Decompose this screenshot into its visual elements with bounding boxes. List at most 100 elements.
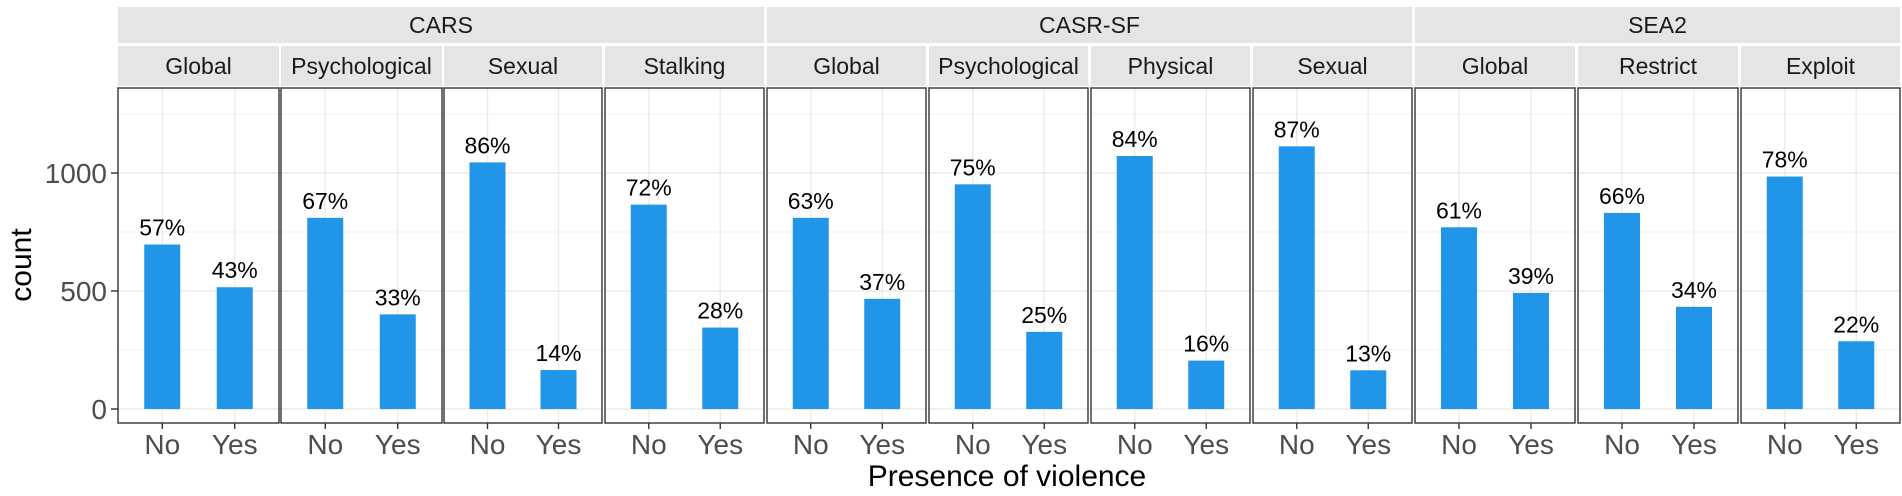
- panel-strip-label: Stalking: [644, 53, 726, 79]
- data-label: 13%: [1345, 340, 1391, 366]
- bar-no: [1116, 156, 1153, 409]
- bar-no: [792, 217, 829, 409]
- x-tick-label: No: [307, 429, 343, 460]
- panel-border: [443, 87, 603, 424]
- data-label: 72%: [626, 175, 672, 201]
- bar-no: [469, 162, 506, 409]
- bar-no: [1604, 212, 1640, 409]
- panel-background: [281, 88, 442, 423]
- panel-strip: [1253, 46, 1412, 86]
- panel-background: [1741, 88, 1900, 423]
- panel-casr-sf-psychological: 75% No 25% Yes: [928, 87, 1089, 460]
- panel-strip-label: Sexual: [488, 53, 558, 79]
- panel-border: [1252, 87, 1413, 424]
- x-tick-label: Yes: [1833, 429, 1879, 460]
- data-label: 63%: [788, 188, 834, 214]
- x-axis-label: Presence of violence: [868, 460, 1147, 493]
- panel-casr-sf-sexual: 87% No 13% Yes: [1252, 87, 1413, 460]
- group-strip-casr-sf: [767, 7, 1412, 43]
- panel-strip-label: Psychological: [291, 53, 432, 79]
- x-tick-label: Yes: [1345, 429, 1391, 460]
- x-tick-label: Yes: [1021, 429, 1067, 460]
- x-tick-label: No: [1767, 429, 1803, 460]
- data-label: 86%: [464, 132, 510, 158]
- bar-yes: [1350, 370, 1387, 409]
- panel-border: [766, 87, 927, 424]
- panel-border: [1090, 87, 1251, 424]
- x-tick-label: Yes: [697, 429, 743, 460]
- x-tick-label: Yes: [1508, 429, 1554, 460]
- panel-strip: [605, 46, 764, 86]
- x-tick-label: No: [1441, 429, 1477, 460]
- panel-strip: [767, 46, 926, 86]
- panels: 57% No 43% Yes 67% No 33% Yes 86% No 14% Yes 72% No 28…: [117, 87, 1901, 460]
- panel-strip-label: Psychological: [938, 53, 1079, 79]
- x-tick-label: No: [955, 429, 991, 460]
- bar-yes: [1513, 292, 1549, 409]
- bar-yes: [1676, 306, 1712, 409]
- data-label: 37%: [859, 269, 905, 295]
- panel-background: [118, 88, 279, 423]
- x-tick-label: No: [144, 429, 180, 460]
- panel-border: [604, 87, 765, 424]
- panel-casr-sf-physical: 84% No 16% Yes: [1090, 87, 1251, 460]
- bar-yes: [379, 314, 416, 409]
- data-label: 25%: [1021, 302, 1067, 328]
- data-label: 22%: [1833, 311, 1879, 337]
- x-tick-label: No: [1117, 429, 1153, 460]
- x-tick-label: No: [1279, 429, 1315, 460]
- bar-no: [1278, 146, 1315, 409]
- x-tick-label: Yes: [375, 429, 421, 460]
- y-axis-label: count: [5, 228, 38, 302]
- group-strip-sea2: [1415, 7, 1900, 43]
- panel-border: [1740, 87, 1901, 424]
- panel-border: [1414, 87, 1576, 424]
- x-tick-label: No: [631, 429, 667, 460]
- x-tick-label: No: [793, 429, 829, 460]
- panel-strip-label: Global: [1462, 53, 1528, 79]
- panel-strip-label: Exploit: [1786, 53, 1856, 79]
- panel-strip: [1415, 46, 1575, 86]
- x-tick-label: No: [470, 429, 506, 460]
- data-label: 39%: [1508, 263, 1554, 289]
- data-label: 33%: [375, 284, 421, 310]
- panel-background: [1415, 88, 1575, 423]
- data-label: 67%: [302, 188, 348, 214]
- bar-no: [1766, 176, 1803, 409]
- y-tick-label: 500: [60, 276, 107, 307]
- bar-yes: [864, 298, 901, 409]
- data-label: 87%: [1274, 116, 1320, 142]
- panel-cars-psychological: 67% No 33% Yes: [280, 87, 443, 460]
- panel-strips: Global Psychological Sexual Stalking Global P…: [118, 46, 1900, 86]
- panel-strip: [118, 46, 279, 86]
- panel-cars-sexual: 86% No 14% Yes: [443, 87, 603, 460]
- bar-yes: [1026, 331, 1063, 409]
- bar-no: [1441, 227, 1477, 409]
- panel-strip: [1741, 46, 1900, 86]
- panel-strip: [281, 46, 442, 86]
- group-strip-cars: [118, 7, 764, 43]
- panel-sea2-exploit: 78% No 22% Yes: [1740, 87, 1901, 460]
- panel-border: [117, 87, 280, 424]
- data-label: 34%: [1671, 277, 1717, 303]
- data-label: 66%: [1599, 183, 1645, 209]
- panel-background: [929, 88, 1088, 423]
- panel-background: [1578, 88, 1738, 423]
- data-label: 84%: [1112, 126, 1158, 152]
- bar-yes: [216, 287, 253, 409]
- bar-yes: [702, 327, 739, 409]
- panel-strip: [929, 46, 1088, 86]
- data-label: 61%: [1436, 197, 1482, 223]
- data-label: 78%: [1762, 147, 1808, 173]
- y-axis: 0 500 1000: [45, 158, 118, 425]
- bar-no: [954, 184, 991, 409]
- panel-strip-label: Restrict: [1619, 53, 1698, 79]
- bar-yes: [1838, 341, 1875, 409]
- data-label: 43%: [212, 257, 258, 283]
- x-tick-label: Yes: [536, 429, 582, 460]
- panel-cars-stalking: 72% No 28% Yes: [604, 87, 765, 460]
- panel-strip-label: Global: [165, 53, 231, 79]
- x-tick-label: Yes: [212, 429, 258, 460]
- panel-border: [1577, 87, 1739, 424]
- bar-no: [307, 217, 344, 409]
